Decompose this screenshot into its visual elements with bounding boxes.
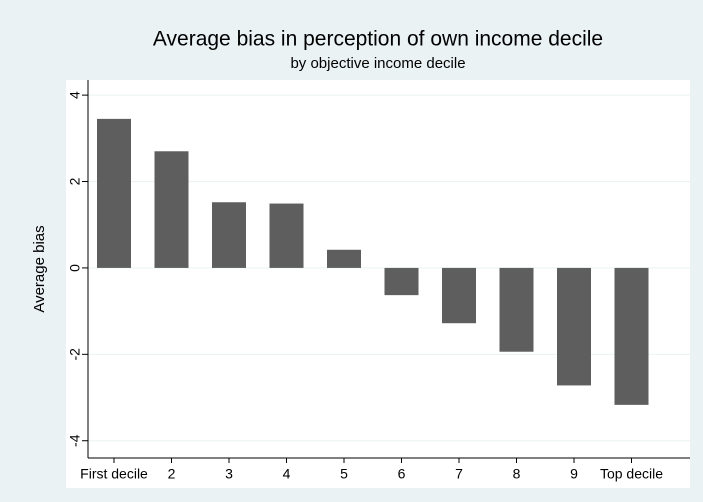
- x-tick-label: Top decile: [600, 466, 663, 482]
- bar: [557, 267, 591, 386]
- x-tick-label: 9: [570, 466, 578, 482]
- chart-title: Average bias in perception of own income…: [153, 28, 603, 51]
- y-tick-label: 2: [67, 177, 83, 185]
- x-tick-label: 5: [340, 466, 348, 482]
- x-tick-label: 8: [513, 466, 521, 482]
- bar: [442, 267, 476, 324]
- y-tick-label: 0: [67, 264, 83, 272]
- x-tick-label: 7: [455, 466, 463, 482]
- bar: [269, 203, 304, 268]
- x-tick-label: 3: [225, 466, 233, 482]
- bar: [327, 249, 361, 268]
- x-tick-label: 4: [283, 466, 291, 482]
- bar: [499, 267, 534, 352]
- y-tick-label: 4: [67, 91, 83, 99]
- plot-area: [66, 80, 690, 488]
- chart-subtitle: by objective income decile: [290, 55, 465, 72]
- x-tick-label: First decile: [80, 466, 148, 482]
- x-tick-label: 6: [398, 466, 406, 482]
- bar: [212, 202, 246, 268]
- x-tick-label: 2: [168, 466, 176, 482]
- bar: [97, 118, 131, 268]
- y-tick-label: -2: [67, 348, 83, 361]
- bar: [384, 267, 419, 296]
- y-tick-label: -4: [67, 434, 83, 447]
- y-axis-label: Average bias: [31, 225, 48, 312]
- bar: [614, 267, 649, 405]
- bar: [154, 151, 189, 268]
